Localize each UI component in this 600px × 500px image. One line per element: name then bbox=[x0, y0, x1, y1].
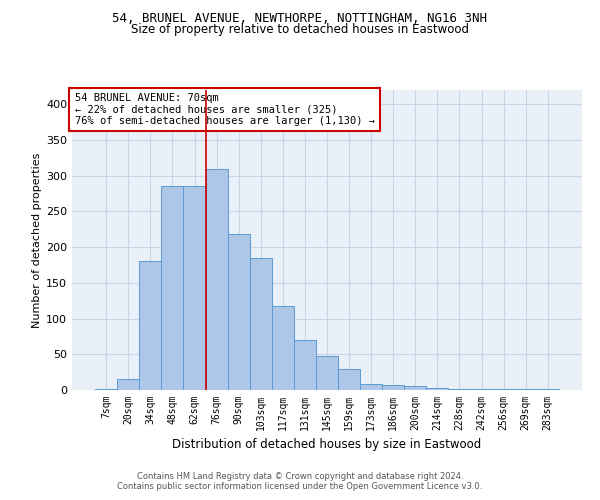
Text: Contains public sector information licensed under the Open Government Licence v3: Contains public sector information licen… bbox=[118, 482, 482, 491]
Bar bbox=[360, 384, 382, 390]
Bar bbox=[250, 258, 272, 390]
Bar bbox=[316, 356, 338, 390]
Bar bbox=[206, 168, 227, 390]
Y-axis label: Number of detached properties: Number of detached properties bbox=[32, 152, 42, 328]
Bar bbox=[227, 234, 250, 390]
Text: Size of property relative to detached houses in Eastwood: Size of property relative to detached ho… bbox=[131, 22, 469, 36]
Bar bbox=[272, 306, 294, 390]
Bar bbox=[338, 368, 360, 390]
X-axis label: Distribution of detached houses by size in Eastwood: Distribution of detached houses by size … bbox=[172, 438, 482, 452]
Bar bbox=[139, 262, 161, 390]
Bar bbox=[382, 385, 404, 390]
Text: Contains HM Land Registry data © Crown copyright and database right 2024.: Contains HM Land Registry data © Crown c… bbox=[137, 472, 463, 481]
Bar bbox=[117, 380, 139, 390]
Text: 54 BRUNEL AVENUE: 70sqm
← 22% of detached houses are smaller (325)
76% of semi-d: 54 BRUNEL AVENUE: 70sqm ← 22% of detache… bbox=[74, 93, 374, 126]
Bar bbox=[448, 388, 470, 390]
Bar bbox=[404, 386, 427, 390]
Bar bbox=[427, 388, 448, 390]
Text: 54, BRUNEL AVENUE, NEWTHORPE, NOTTINGHAM, NG16 3NH: 54, BRUNEL AVENUE, NEWTHORPE, NOTTINGHAM… bbox=[113, 12, 487, 26]
Bar bbox=[95, 388, 117, 390]
Bar bbox=[294, 340, 316, 390]
Bar bbox=[184, 186, 206, 390]
Bar bbox=[161, 186, 184, 390]
